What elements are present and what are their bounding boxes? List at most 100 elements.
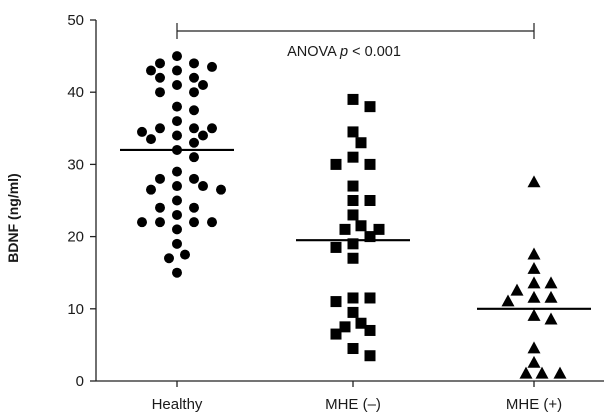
- data-point: [339, 223, 351, 235]
- data-point: [155, 173, 165, 184]
- y-tick-label: 50: [67, 12, 84, 29]
- data-point: [347, 180, 359, 192]
- data-point: [172, 101, 182, 112]
- data-point: [137, 126, 147, 137]
- data-point: [527, 175, 541, 188]
- data-point: [172, 267, 182, 278]
- y-axis-label: BDNF (ng/ml): [5, 173, 21, 262]
- data-point: [355, 317, 367, 329]
- data-point: [339, 321, 351, 333]
- data-point: [146, 65, 156, 76]
- y-tick-label: 20: [67, 229, 84, 246]
- data-point: [207, 217, 217, 228]
- data-point: [527, 261, 541, 274]
- data-point: [355, 137, 367, 149]
- data-point: [519, 366, 533, 379]
- data-point: [347, 238, 359, 250]
- data-point: [172, 79, 182, 90]
- data-point: [155, 87, 165, 98]
- data-point: [189, 137, 199, 148]
- data-point: [347, 343, 359, 355]
- data-point: [189, 87, 199, 98]
- data-point: [330, 328, 342, 340]
- data-point: [155, 58, 165, 69]
- y-tick-label: 30: [67, 156, 84, 173]
- data-point: [172, 65, 182, 76]
- data-point: [172, 116, 182, 127]
- data-point: [544, 290, 558, 303]
- data-point: [364, 195, 376, 206]
- data-point: [544, 312, 558, 325]
- data-point: [527, 276, 541, 289]
- data-point: [172, 166, 182, 177]
- y-ticks: 0 10 20 30 40 50: [67, 12, 96, 390]
- data-point: [527, 341, 541, 354]
- y-tick-label: 40: [67, 84, 84, 101]
- data-point: [347, 195, 359, 206]
- data-point: [347, 93, 359, 105]
- data-point: [364, 292, 376, 304]
- mean-lines: [120, 148, 591, 310]
- x-tick-label: MHE (–): [325, 396, 381, 413]
- data-point: [347, 126, 359, 138]
- anova-annotation: ANOVA p < 0.001: [176, 23, 535, 60]
- data-point: [155, 202, 165, 213]
- data-point: [216, 184, 226, 195]
- data-point: [364, 350, 376, 362]
- data-point: [189, 217, 199, 228]
- data-point: [364, 158, 376, 170]
- data-point: [347, 151, 359, 163]
- data-point: [330, 158, 342, 170]
- data-point: [189, 72, 199, 83]
- axes: [95, 20, 604, 382]
- data-point: [364, 101, 376, 113]
- data-point: [189, 105, 199, 116]
- data-point: [172, 181, 182, 192]
- data-point: [189, 58, 199, 69]
- data-point: [347, 252, 359, 264]
- data-point: [155, 72, 165, 83]
- data-point: [164, 253, 174, 264]
- data-point: [347, 292, 359, 304]
- data-point: [527, 290, 541, 303]
- data-point: [146, 184, 156, 195]
- x-tick-label: Healthy: [152, 396, 203, 413]
- data-point: [553, 366, 567, 379]
- data-point: [172, 238, 182, 249]
- data-point: [198, 181, 208, 192]
- data-point: [155, 123, 165, 134]
- data-point: [189, 152, 199, 163]
- data-point: [146, 134, 156, 145]
- data-point: [172, 51, 182, 62]
- data-point: [355, 220, 367, 232]
- data-point: [544, 276, 558, 289]
- data-point: [330, 296, 342, 308]
- data-point: [510, 283, 524, 296]
- data-point: [527, 355, 541, 368]
- data-point: [172, 130, 182, 141]
- data-point: [172, 195, 182, 206]
- data-point: [373, 223, 385, 235]
- data-point: [330, 241, 342, 253]
- data-point: [347, 209, 359, 221]
- data-point: [189, 123, 199, 134]
- data-point: [198, 130, 208, 141]
- data-point: [364, 231, 376, 243]
- data-point: [364, 324, 376, 336]
- data-point: [172, 224, 182, 235]
- data-point: [207, 123, 217, 134]
- data-point: [198, 79, 208, 90]
- x-category-labels: Healthy MHE (–) MHE (+): [152, 381, 562, 413]
- data-point: [180, 249, 190, 260]
- data-points: [137, 51, 567, 379]
- x-tick-label: MHE (+): [506, 396, 562, 413]
- data-point: [527, 247, 541, 260]
- data-point: [155, 217, 165, 228]
- data-point: [527, 308, 541, 321]
- data-point: [501, 294, 515, 307]
- data-point: [347, 306, 359, 318]
- data-point: [137, 217, 147, 228]
- data-point: [535, 366, 549, 379]
- y-tick-label: 0: [76, 373, 84, 390]
